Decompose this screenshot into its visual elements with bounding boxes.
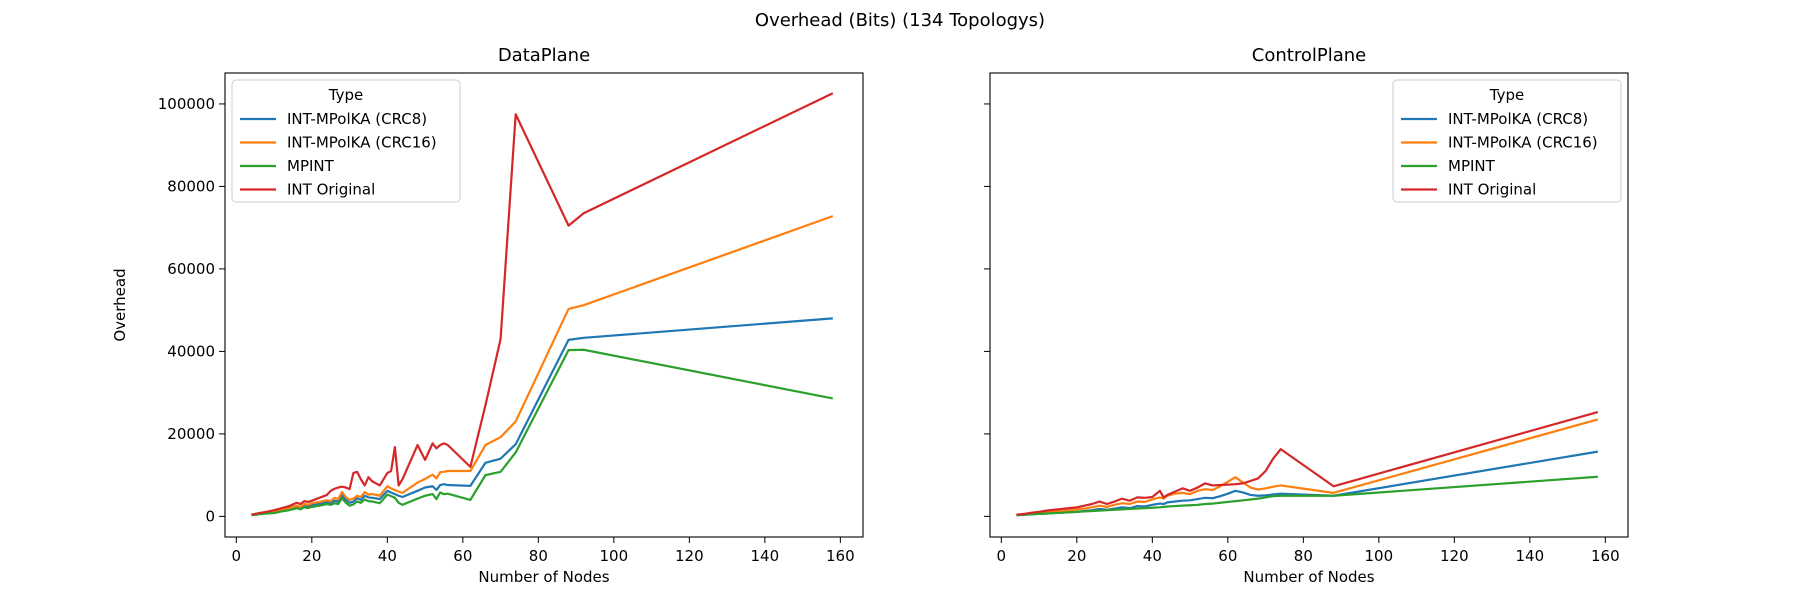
controlplane-legend-box — [1392, 79, 1622, 203]
dataplane-legend-item-label: INT-MPolKA (CRC8) — [287, 110, 427, 128]
controlplane-x-tick-label: 20 — [1067, 547, 1086, 565]
controlplane-x-tick-label: 0 — [997, 547, 1007, 565]
controlplane-x-axis-label: Number of Nodes — [1243, 568, 1374, 586]
controlplane-x-tick-label: 80 — [1294, 547, 1313, 565]
dataplane-series-line-2 — [251, 348, 834, 517]
controlplane-title: ControlPlane — [1252, 45, 1366, 66]
controlplane-legend-title: Type — [1489, 86, 1524, 104]
dataplane-series-group — [251, 92, 834, 517]
dataplane-legend-item-label: MPINT — [287, 157, 335, 175]
dataplane-x-tick-label: 80 — [529, 547, 548, 565]
dataplane-x-tick-label: 0 — [232, 547, 242, 565]
controlplane-x-tick-label: 100 — [1365, 547, 1394, 565]
controlplane-series-group — [1016, 410, 1599, 517]
dataplane-y-tick-label: 60000 — [167, 260, 215, 278]
dataplane-x-tick-label: 20 — [302, 547, 321, 565]
controlplane-panel: ControlPlane 0 20 40 60 80 100 120 140 160 Number … — [984, 45, 1629, 586]
dataplane-y-tick-label: 0 — [205, 507, 215, 525]
controlplane-series-line-3 — [1016, 410, 1599, 516]
controlplane-x-tick-label: 120 — [1440, 547, 1469, 565]
controlplane-series-line-2 — [1016, 475, 1598, 517]
dataplane-x-tick-label: 40 — [378, 547, 397, 565]
controlplane-legend: Type INT-MPolKA (CRC8) INT-MPolKA (CRC16) M… — [1392, 79, 1622, 203]
dataplane-y-tick-label: 40000 — [167, 342, 215, 360]
dataplane-legend-item-label: INT-MPolKA (CRC16) — [287, 134, 437, 152]
controlplane-legend-item-label: INT-MPolKA (CRC16) — [1448, 134, 1598, 152]
figure-title: Overhead (Bits) (134 Topologys) — [755, 10, 1045, 31]
controlplane-legend-item-label: MPINT — [1448, 157, 1496, 175]
dataplane-y-axis-label: Overhead — [111, 268, 129, 341]
dataplane-y-tick-label: 100000 — [158, 95, 215, 113]
controlplane-axes-frame — [989, 72, 1629, 538]
controlplane-x-tick-label: 140 — [1516, 547, 1545, 565]
dataplane-series-line-0 — [251, 317, 833, 517]
controlplane-legend-item-label: INT-MPolKA (CRC8) — [1448, 110, 1588, 128]
dataplane-series-line-1 — [251, 215, 834, 516]
controlplane-x-tick-label: 60 — [1218, 547, 1237, 565]
dataplane-legend-title: Type — [328, 86, 363, 104]
controlplane-x-tick-label: 40 — [1143, 547, 1162, 565]
dataplane-panel: DataPlane 0 20 40 60 80 100 120 140 160 0 20000 4000… — [111, 45, 864, 586]
dataplane-x-tick-label: 100 — [600, 547, 629, 565]
dataplane-x-tick-label: 120 — [675, 547, 704, 565]
controlplane-x-tick-label: 160 — [1591, 547, 1620, 565]
dataplane-y-tick-label: 20000 — [167, 425, 215, 443]
dataplane-series-line-3 — [251, 92, 834, 516]
dataplane-y-tick-label: 80000 — [167, 177, 215, 195]
dataplane-legend-item-label: INT Original — [287, 181, 375, 199]
dataplane-legend-box — [231, 79, 461, 203]
dataplane-axes-frame — [224, 72, 864, 538]
dataplane-legend: Type INT-MPolKA (CRC8) INT-MPolKA (CRC16) M… — [231, 79, 461, 203]
dataplane-x-tick-label: 140 — [751, 547, 780, 565]
controlplane-legend-item-label: INT Original — [1448, 181, 1536, 199]
dataplane-title: DataPlane — [498, 45, 590, 66]
controlplane-series-line-1 — [1016, 418, 1599, 516]
dataplane-x-tick-label: 60 — [453, 547, 472, 565]
dataplane-x-tick-label: 160 — [826, 547, 855, 565]
dataplane-x-axis-label: Number of Nodes — [478, 568, 609, 586]
